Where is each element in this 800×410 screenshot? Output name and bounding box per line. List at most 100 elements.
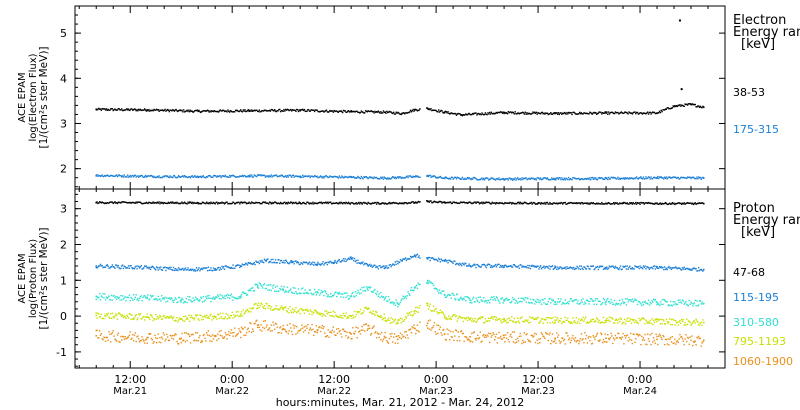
data-point xyxy=(471,265,473,267)
data-point xyxy=(536,203,538,205)
data-point xyxy=(659,176,662,179)
data-point xyxy=(565,319,567,322)
data-point xyxy=(639,203,641,205)
data-point xyxy=(596,203,599,205)
data-point xyxy=(212,267,215,269)
data-point xyxy=(351,337,353,340)
data-point xyxy=(188,109,190,111)
data-point xyxy=(681,202,684,205)
data-point xyxy=(164,340,166,342)
data-point xyxy=(217,175,219,177)
data-point xyxy=(684,268,686,271)
data-point xyxy=(439,261,442,263)
data-point xyxy=(620,177,623,180)
data-point xyxy=(573,268,576,271)
data-point xyxy=(263,327,266,330)
data-point xyxy=(145,297,148,299)
data-point xyxy=(263,283,266,285)
data-point xyxy=(293,109,295,111)
data-point xyxy=(599,177,601,180)
data-point xyxy=(174,268,176,270)
data-point xyxy=(622,301,624,303)
data-point xyxy=(618,320,621,323)
data-point xyxy=(643,178,645,180)
data-point xyxy=(121,201,124,203)
data-point xyxy=(530,317,532,319)
data-point xyxy=(118,296,120,299)
data-point xyxy=(243,201,245,204)
data-point xyxy=(426,107,428,109)
data-point xyxy=(238,327,240,330)
data-point xyxy=(579,111,581,114)
data-point xyxy=(681,104,684,107)
data-point xyxy=(465,113,467,115)
data-point xyxy=(353,333,356,335)
data-point xyxy=(302,331,305,333)
data-point xyxy=(364,176,367,178)
data-point xyxy=(130,202,132,204)
data-point xyxy=(611,111,613,113)
data-point xyxy=(616,303,618,305)
data-point xyxy=(384,266,386,269)
data-point xyxy=(263,201,266,204)
data-point xyxy=(217,295,220,298)
data-point xyxy=(190,110,193,113)
data-point xyxy=(143,202,145,205)
data-point xyxy=(191,268,193,270)
data-point xyxy=(619,111,622,114)
data-point xyxy=(335,202,338,204)
data-point xyxy=(112,295,114,297)
data-point xyxy=(697,304,700,306)
data-point xyxy=(259,260,261,262)
data-point xyxy=(300,203,302,205)
data-point xyxy=(344,330,346,333)
data-point xyxy=(542,113,544,115)
data-point xyxy=(486,302,488,304)
data-point xyxy=(249,262,251,264)
data-point xyxy=(601,203,604,205)
data-point xyxy=(220,268,222,271)
data-point xyxy=(342,202,345,204)
data-point xyxy=(439,200,442,203)
data-point xyxy=(667,107,669,109)
data-point xyxy=(285,331,288,333)
data-point xyxy=(523,299,526,301)
data-point xyxy=(353,257,356,260)
data-point xyxy=(432,305,435,307)
data-point xyxy=(171,202,173,204)
data-point xyxy=(290,201,293,204)
data-point xyxy=(669,107,671,110)
data-point xyxy=(313,110,316,113)
data-point xyxy=(401,334,403,336)
data-point xyxy=(198,267,200,269)
data-point xyxy=(586,321,589,323)
data-point xyxy=(434,201,436,203)
data-point xyxy=(278,309,280,311)
data-point xyxy=(267,258,269,260)
data-point xyxy=(576,265,578,268)
data-point xyxy=(581,267,583,269)
data-point xyxy=(127,176,130,178)
data-point xyxy=(236,333,238,336)
data-point xyxy=(665,300,668,303)
data-point xyxy=(342,312,345,315)
data-point xyxy=(132,333,134,336)
data-point xyxy=(276,110,278,112)
data-point xyxy=(245,202,248,205)
data-point xyxy=(590,112,592,114)
data-point xyxy=(410,111,413,113)
data-point xyxy=(431,327,433,329)
data-point xyxy=(527,113,529,115)
data-point xyxy=(587,203,589,205)
data-point xyxy=(217,110,219,113)
data-point xyxy=(241,291,244,294)
data-point xyxy=(364,110,367,112)
data-point xyxy=(201,301,204,303)
data-point xyxy=(189,201,192,203)
data-point xyxy=(412,289,414,292)
data-point xyxy=(172,201,174,203)
data-point xyxy=(96,201,98,203)
data-point xyxy=(412,108,414,111)
data-point xyxy=(611,317,613,320)
data-point xyxy=(501,296,504,299)
